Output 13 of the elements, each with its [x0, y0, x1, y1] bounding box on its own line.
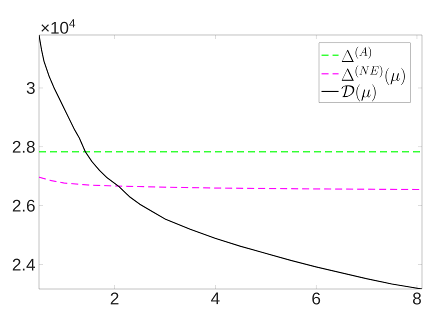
legend-label: $\Delta^{(A)}$	[342, 46, 372, 62]
y-tick-label: 3	[26, 82, 35, 94]
x-tick-label: 8	[412, 292, 421, 305]
y-tick-label: 2.8	[12, 140, 35, 153]
legend-label: $\mathcal{D}(\mu)$	[341, 84, 376, 102]
text: ×10$^{4}$	[41, 19, 76, 34]
x-tick-label: 2	[110, 292, 118, 304]
legend-label: $\Delta^{(NE)}(\mu)$	[342, 66, 405, 86]
y-tick-label: 2.4	[12, 258, 35, 270]
x-tick-label: 4	[211, 292, 220, 304]
line-series	[39, 176, 422, 190]
y-tick-label: 2.6	[12, 200, 35, 212]
x-tick-label: 6	[312, 292, 320, 305]
